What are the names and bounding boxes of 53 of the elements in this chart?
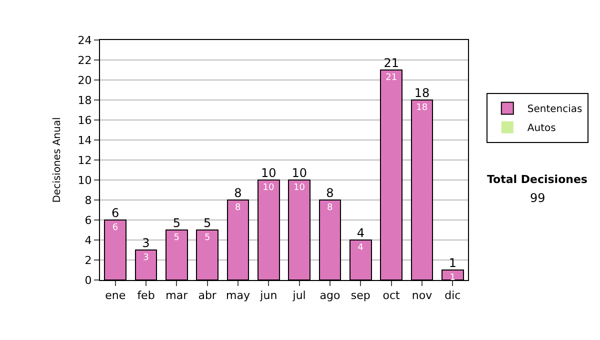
y-axis-title: Decisiones Anual xyxy=(52,117,63,203)
x-tick-label: oct xyxy=(382,289,401,302)
total-label: 21 xyxy=(384,56,399,70)
total-label: 8 xyxy=(234,186,242,200)
data-label: 18 xyxy=(416,103,428,113)
total-label: 4 xyxy=(356,226,364,240)
x-tick-label: ene xyxy=(105,289,126,302)
legend-label: Sentencias xyxy=(527,104,582,116)
x-tick-label: feb xyxy=(137,289,155,302)
legend-label: Autos xyxy=(527,123,556,134)
data-label: 4 xyxy=(358,243,364,253)
data-label: 21 xyxy=(386,73,398,83)
y-tick-label: 2 xyxy=(84,254,92,267)
y-tick-label: 18 xyxy=(78,94,92,107)
data-label: 8 xyxy=(327,203,333,213)
total-label: 1 xyxy=(448,256,456,270)
x-tick-label: jul xyxy=(292,289,306,302)
x-tick-label: jun xyxy=(259,289,278,302)
text: Total Decisiones xyxy=(487,173,588,186)
x-tick-label: sep xyxy=(350,289,370,302)
total-label: 5 xyxy=(204,216,212,230)
y-tick-label: 16 xyxy=(78,114,92,127)
x-tick-label: mar xyxy=(166,289,188,302)
data-label: 6 xyxy=(112,223,118,233)
data-label: 10 xyxy=(293,183,306,193)
data-label: 5 xyxy=(204,233,210,243)
y-tick-label: 20 xyxy=(78,74,92,87)
total-label: 6 xyxy=(112,206,120,220)
x-tick-label: ago xyxy=(320,289,340,302)
y-tick-label: 10 xyxy=(78,174,92,187)
y-tick-label: 22 xyxy=(78,54,92,67)
x-tick-label: may xyxy=(226,289,250,302)
data-label: 5 xyxy=(174,233,180,243)
y-tick-label: 4 xyxy=(84,234,92,247)
x-tick-label: dic xyxy=(444,289,461,302)
data-label: 3 xyxy=(143,253,149,263)
data-label: 10 xyxy=(262,183,275,193)
y-tick-label: 24 xyxy=(78,34,92,47)
y-tick-label: 12 xyxy=(78,154,92,167)
y-tick-label: 0 xyxy=(84,274,92,287)
total-label: 10 xyxy=(261,166,276,180)
total-label: 5 xyxy=(172,216,180,230)
x-tick-label: nov xyxy=(412,289,433,302)
total-label: 3 xyxy=(142,236,150,250)
data-label: 8 xyxy=(235,203,241,213)
y-tick-label: 8 xyxy=(84,194,92,207)
y-tick-label: 14 xyxy=(78,134,92,147)
total-label: 10 xyxy=(292,166,307,180)
y-tick-label: 6 xyxy=(84,214,92,227)
x-tick-label: abr xyxy=(198,289,217,302)
total-label: 18 xyxy=(414,86,430,100)
text: 99 xyxy=(530,191,546,205)
total-label: 8 xyxy=(326,186,334,200)
